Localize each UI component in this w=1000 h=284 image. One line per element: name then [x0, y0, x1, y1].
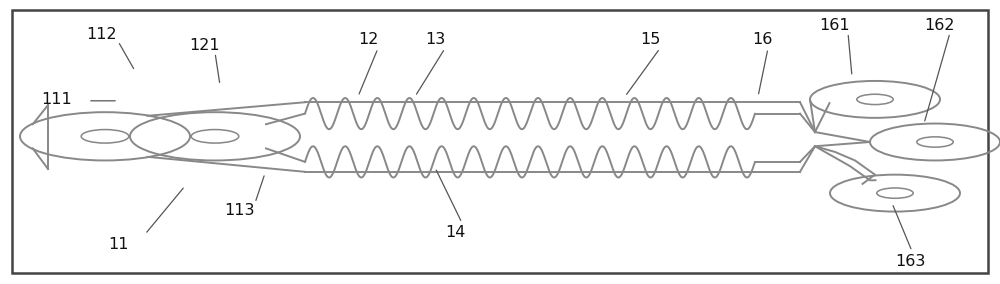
- Text: 161: 161: [820, 18, 850, 33]
- Text: 112: 112: [87, 27, 117, 41]
- Text: 12: 12: [358, 32, 378, 47]
- Text: 13: 13: [425, 32, 445, 47]
- Text: 15: 15: [640, 32, 660, 47]
- Text: 111: 111: [42, 92, 72, 107]
- Text: 162: 162: [925, 18, 955, 33]
- Text: 121: 121: [190, 38, 220, 53]
- Text: 113: 113: [225, 203, 255, 218]
- Text: 14: 14: [445, 225, 465, 240]
- Text: 11: 11: [108, 237, 128, 252]
- Text: 16: 16: [752, 32, 772, 47]
- Text: 163: 163: [895, 254, 925, 269]
